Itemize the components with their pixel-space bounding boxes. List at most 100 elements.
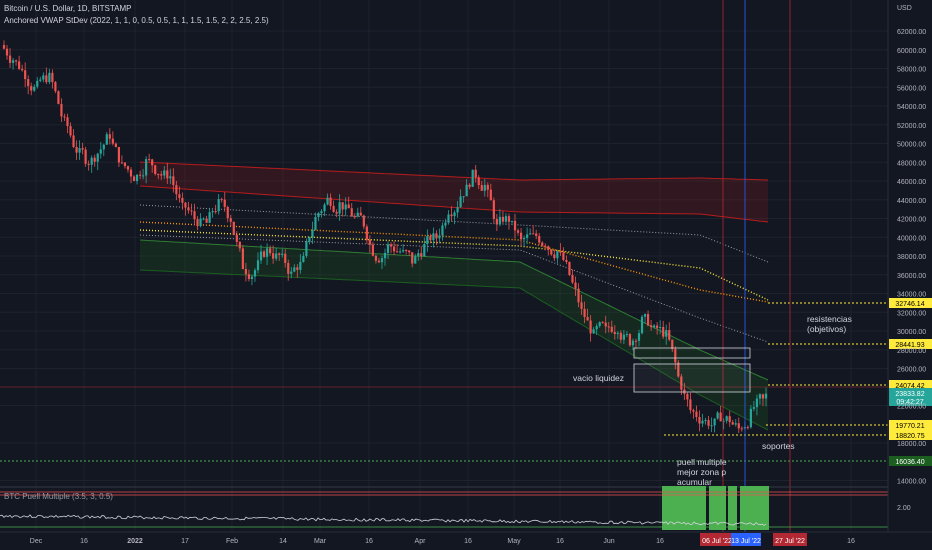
candle-body bbox=[399, 251, 402, 253]
price-tick-label: 38000.00 bbox=[897, 254, 926, 261]
candle-body bbox=[278, 253, 281, 255]
candle-body bbox=[244, 269, 248, 275]
puell-zone bbox=[740, 486, 769, 530]
annotation-resistencias: resistencias (objetivos) bbox=[807, 314, 852, 334]
candle-body bbox=[522, 237, 526, 240]
candle-body bbox=[196, 219, 199, 227]
symbol-title[interactable]: Bitcoin / U.S. Dollar, 1D, BITSTAMP bbox=[4, 4, 132, 13]
candle-body bbox=[42, 75, 45, 80]
candle-body bbox=[713, 418, 716, 426]
candle-body bbox=[272, 253, 275, 259]
candle-body bbox=[405, 250, 408, 252]
candle-body bbox=[163, 170, 166, 176]
puell-title[interactable]: BTC Puell Multiple (3.5, 3, 0.5) bbox=[4, 492, 113, 501]
candle-body bbox=[411, 252, 414, 264]
candle-body bbox=[63, 116, 66, 118]
candle-body bbox=[187, 207, 190, 211]
candle-body bbox=[553, 254, 556, 259]
time-tick-label: Feb bbox=[226, 538, 238, 545]
candle-body bbox=[78, 148, 81, 153]
candle-body bbox=[438, 235, 441, 239]
candle-body bbox=[256, 260, 260, 271]
upper-band-fill bbox=[140, 162, 768, 222]
candle-body bbox=[704, 420, 707, 422]
candle-body bbox=[5, 48, 9, 56]
indicator-title[interactable]: Anchored VWAP StDev (2022, 1, 1, 0, 0.5,… bbox=[4, 16, 269, 25]
candle-body bbox=[259, 251, 263, 261]
price-tick-label: 32000.00 bbox=[897, 310, 926, 317]
candle-body bbox=[66, 117, 69, 127]
level-tag bbox=[889, 339, 932, 349]
candle-body bbox=[477, 177, 480, 186]
candle-body bbox=[459, 196, 462, 208]
candle-body bbox=[707, 420, 710, 426]
candle-body bbox=[36, 80, 39, 87]
price-tick-label: 58000.00 bbox=[897, 67, 926, 74]
candle-body bbox=[232, 221, 235, 235]
candle-body bbox=[72, 135, 75, 147]
currency-label: USD bbox=[897, 5, 912, 12]
annotation-soportes: soportes bbox=[762, 441, 795, 451]
candle-body bbox=[332, 205, 335, 212]
candle-body bbox=[450, 214, 453, 217]
time-tick-label: Dec bbox=[30, 538, 43, 545]
candle-body bbox=[571, 274, 574, 283]
time-tick-label: 16 bbox=[556, 538, 564, 545]
candle-body bbox=[99, 149, 102, 154]
candle-body bbox=[637, 333, 641, 341]
candle-body bbox=[2, 45, 6, 49]
candle-body bbox=[486, 184, 489, 190]
candle-body bbox=[359, 212, 362, 216]
level-tag-label: 09:42:27 bbox=[896, 399, 923, 406]
candle-body bbox=[114, 143, 117, 148]
candle-body bbox=[532, 233, 535, 235]
candle-body bbox=[671, 339, 674, 350]
candle-body bbox=[217, 199, 220, 212]
candle-body bbox=[749, 408, 752, 428]
candle-body bbox=[314, 217, 317, 230]
vwap-bands bbox=[139, 161, 769, 431]
candle-body bbox=[160, 174, 163, 176]
time-tick-label: 2022 bbox=[127, 538, 143, 545]
date-tag bbox=[773, 533, 807, 546]
grid bbox=[0, 0, 888, 530]
candle-body bbox=[166, 170, 169, 179]
candle-body bbox=[737, 423, 740, 429]
candle-body bbox=[583, 308, 586, 317]
candle-body bbox=[535, 233, 538, 236]
time-tick-label: 17 bbox=[181, 538, 189, 545]
candle-body bbox=[513, 220, 517, 231]
candle-body bbox=[24, 70, 27, 80]
candle-body bbox=[151, 159, 154, 166]
candle-body bbox=[299, 261, 302, 270]
candle-body bbox=[202, 218, 205, 220]
candle-body bbox=[75, 146, 78, 153]
candle-body bbox=[577, 288, 580, 303]
candle-body bbox=[383, 252, 387, 259]
candle-body bbox=[495, 218, 498, 225]
level-tag bbox=[889, 430, 932, 440]
candle-body bbox=[592, 329, 595, 334]
candle-body bbox=[740, 428, 743, 430]
price-tick-label: 60000.00 bbox=[897, 48, 926, 55]
candle-body bbox=[199, 218, 202, 227]
time-tick-label: 13 Jul '22 bbox=[731, 538, 761, 545]
candle-body bbox=[616, 332, 619, 334]
candle-body bbox=[456, 207, 459, 213]
candle-body bbox=[181, 197, 184, 203]
candle-body bbox=[447, 214, 450, 223]
candle-body bbox=[205, 218, 208, 223]
candle-body bbox=[444, 222, 447, 226]
candle-body bbox=[625, 334, 629, 336]
candle-body bbox=[589, 320, 592, 334]
time-tick-label: 27 Jul '22 bbox=[775, 538, 805, 545]
candle-body bbox=[250, 276, 254, 279]
candle-body bbox=[145, 159, 148, 176]
level-tag-label: 16036.40 bbox=[895, 459, 924, 466]
candle-body bbox=[211, 211, 214, 213]
candle-body bbox=[604, 322, 607, 327]
candle-body bbox=[11, 60, 15, 63]
candle-body bbox=[281, 253, 284, 255]
candle-body bbox=[480, 185, 483, 191]
